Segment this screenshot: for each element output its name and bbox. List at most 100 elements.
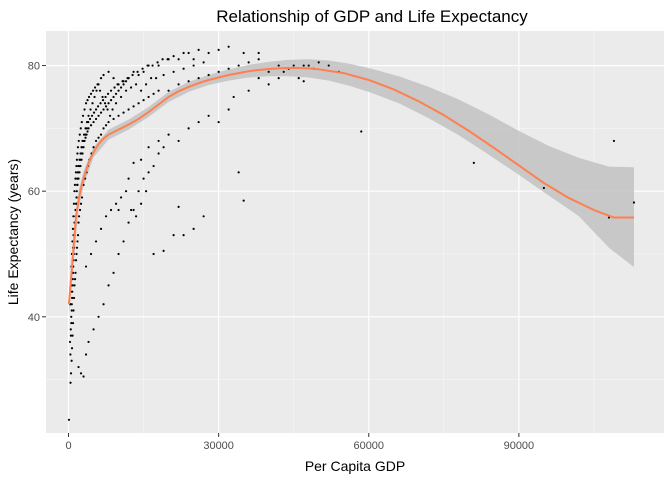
scatter-point [96,83,99,86]
scatter-point [89,108,92,111]
scatter-point [182,67,185,70]
scatter-point [85,133,88,136]
scatter-point [267,70,270,73]
scatter-point [75,202,78,205]
scatter-point [107,70,110,73]
scatter-point [112,271,115,274]
scatter-point [154,77,158,80]
scatter-point [93,95,96,99]
scatter-point [76,234,80,237]
scatter-point [237,171,240,174]
scatter-point [217,120,220,124]
smooth-line-layer [67,67,634,305]
scatter-point [77,221,80,224]
scatter-point [106,92,110,95]
scatter-point [232,95,235,99]
scatter-point [79,164,82,168]
scatter-point [124,89,128,92]
scatter-point [257,51,260,55]
scatter-point [87,127,90,130]
scatter-point [80,120,83,124]
scatter-point [137,102,140,105]
scatter-point [139,158,143,161]
scatter-point [177,58,180,61]
scatter-point [172,55,175,58]
scatter-point [119,95,123,99]
scatter-point [129,208,133,212]
scatter-point [70,321,73,325]
scatter-point [151,64,154,67]
scatter-point [113,86,116,89]
scatter-point [157,152,160,155]
scatter-point [129,86,133,89]
scatter-point [109,98,113,102]
scatter-point [83,108,86,111]
scatter-point [71,321,75,325]
scatter-point [87,120,90,124]
scatter-point [71,334,74,337]
scatter-point [127,108,130,111]
smooth-line [67,67,634,305]
scatter-point [73,284,76,287]
scatter-point [117,114,120,117]
scatter-point [84,136,87,139]
scatter-point [146,64,149,67]
scatter-point [107,102,110,105]
scatter-point [162,73,165,77]
scatter-point [85,127,88,130]
scatter-point [192,64,195,67]
scatter-point [77,139,80,143]
scatter-point [86,98,89,102]
scatter-point [267,83,270,86]
scatter-point [111,108,114,111]
confidence-band-layer [68,59,634,317]
scatter-point [121,80,124,83]
scatter-point [152,164,155,168]
scatter-point [136,70,139,73]
scatter-point [207,73,210,77]
scatter-point [79,372,83,375]
scatter-point [94,139,98,143]
scatter-point [102,303,105,306]
y-tick-label: 40 [28,312,40,324]
scatter-point [67,418,71,421]
scatter-point [99,102,102,105]
scatter-point [302,80,305,83]
scatter-point [76,152,79,155]
scatter-point [107,120,110,124]
scatter-point [75,246,79,249]
scatter-point [127,77,130,80]
scatter-point [93,86,97,89]
scatter-point [70,309,73,312]
scatter-point [162,249,165,252]
scatter-point [74,177,77,180]
scatter-point [70,347,74,350]
scatter-point [103,102,107,105]
scatter-point [202,61,205,64]
scatter-point [632,201,636,204]
scatter-point [147,146,150,149]
scatter-point [242,51,245,55]
scatter-point [69,353,72,356]
scatter-point [99,227,103,230]
scatter-point [307,64,310,67]
scatter-point [108,114,112,117]
scatter-point [360,130,363,133]
scatter-point [237,64,240,67]
scatter-point [98,89,102,92]
scatter-point [122,111,125,114]
scatter-point [81,152,84,155]
scatter-point [99,133,103,136]
scatter-point [132,161,135,165]
scatter-point [109,89,113,92]
scatter-point [71,278,74,281]
scatter-point [607,216,611,219]
scatter-point [69,372,73,375]
scatter-point [102,108,105,111]
scatter-point [86,130,89,133]
scatter-point [124,190,128,193]
scatter-point [92,146,95,149]
scatter-point [157,89,160,92]
scatter-point [117,252,120,256]
